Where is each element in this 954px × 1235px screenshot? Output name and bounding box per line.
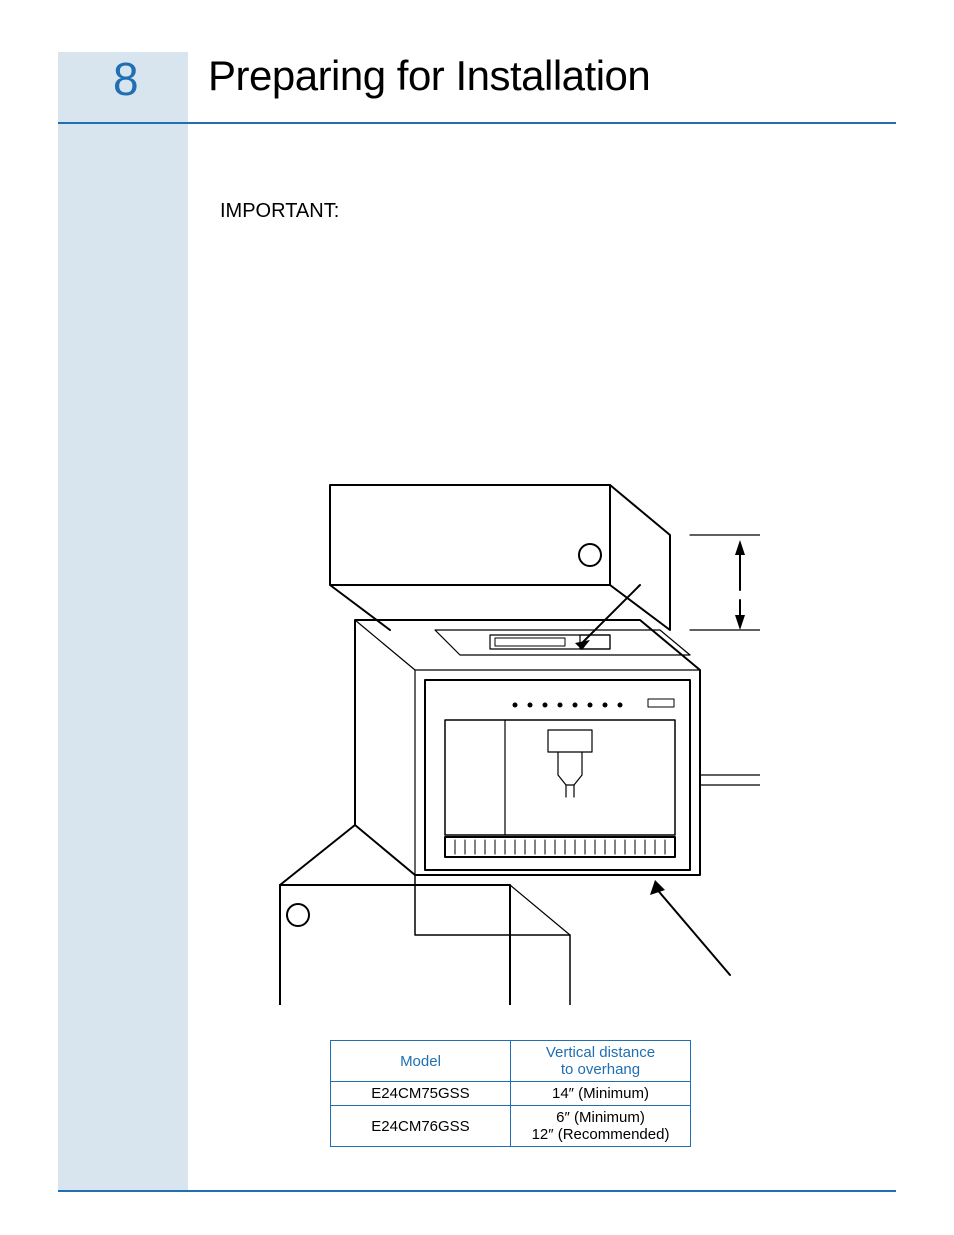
- spec-table-wrap: Model Vertical distanceto overhang E24CM…: [330, 1040, 691, 1147]
- table-row: E24CM76GSS 6″ (Minimum)12″ (Recommended): [331, 1106, 691, 1147]
- installation-diagram: [260, 475, 760, 1005]
- page-header: 8 Preparing for Installation: [58, 52, 896, 122]
- table-header-distance: Vertical distanceto overhang: [511, 1041, 691, 1082]
- cell-distance: 14″ (Minimum): [511, 1082, 691, 1106]
- header-rule: [58, 122, 896, 124]
- table-row: E24CM75GSS 14″ (Minimum): [331, 1082, 691, 1106]
- cell-distance: 6″ (Minimum)12″ (Recommended): [511, 1106, 691, 1147]
- important-label: IMPORTANT:: [220, 200, 339, 223]
- footer-rule: [58, 1190, 896, 1192]
- page-title: Preparing for Installation: [208, 52, 650, 100]
- page-number: 8: [113, 52, 138, 106]
- left-sidebar: [58, 52, 188, 1192]
- cell-model: E24CM75GSS: [331, 1082, 511, 1106]
- table-header-model: Model: [331, 1041, 511, 1082]
- spec-table: Model Vertical distanceto overhang E24CM…: [330, 1040, 691, 1147]
- cell-model: E24CM76GSS: [331, 1106, 511, 1147]
